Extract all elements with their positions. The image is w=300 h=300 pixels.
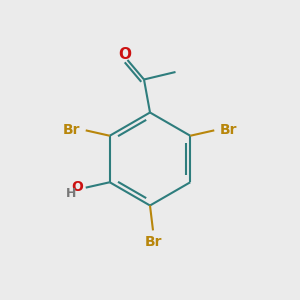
Text: Br: Br	[219, 123, 237, 137]
Text: O: O	[71, 180, 83, 194]
Text: O: O	[118, 47, 131, 62]
Text: H: H	[65, 187, 76, 200]
Text: Br: Br	[63, 123, 81, 137]
Text: Br: Br	[144, 236, 162, 250]
